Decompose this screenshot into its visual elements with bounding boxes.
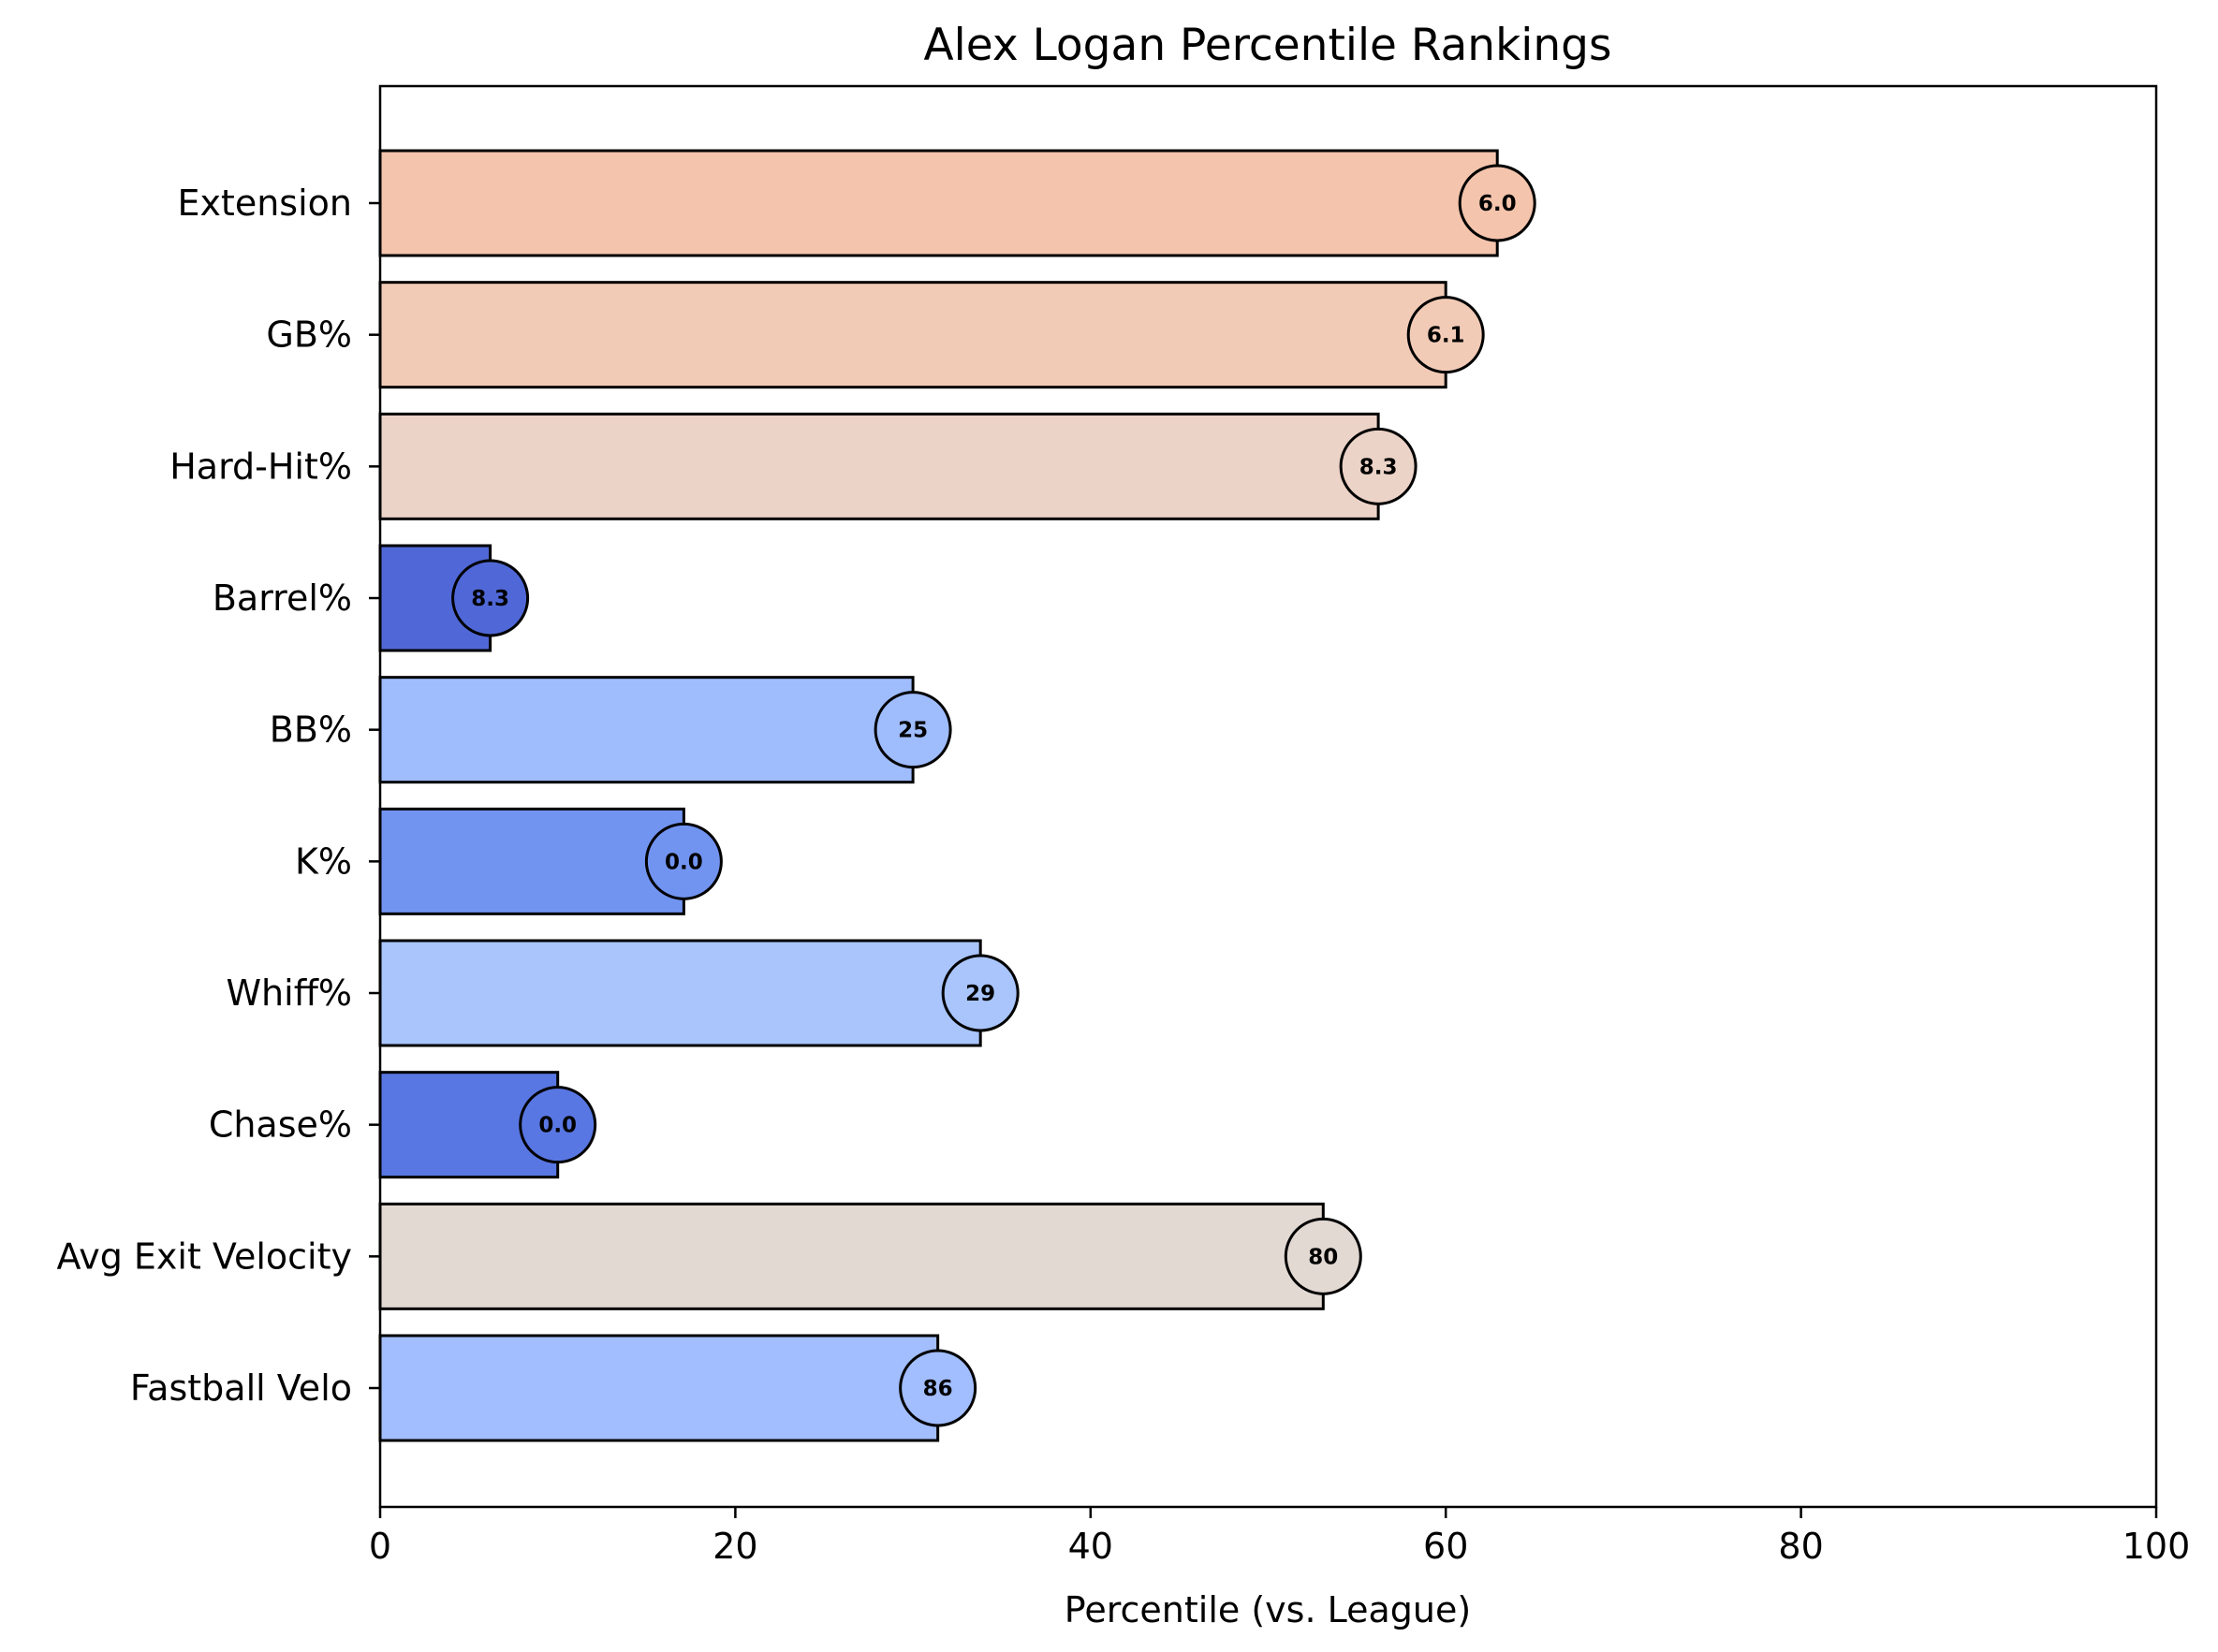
y-tick-label: Chase% <box>209 1104 352 1146</box>
chart-title: Alex Logan Percentile Rankings <box>924 20 1612 71</box>
bars-layer: 6.0 6.1 8.3 8.3 25 0.0 29 0.0 80 86 <box>378 149 1536 1442</box>
y-tick-label: GB% <box>266 314 352 356</box>
value-label: 6.1 <box>1427 324 1465 348</box>
x-tick-label: 60 <box>1423 1526 1468 1567</box>
value-marker-circle <box>1339 427 1417 505</box>
bar-k <box>378 807 685 915</box>
y-tick-label: Extension <box>177 183 352 224</box>
value-marker-circle <box>899 1349 977 1427</box>
y-tick-label: Avg Exit Velocity <box>56 1235 352 1277</box>
y-tick-label: Whiff% <box>226 972 352 1014</box>
value-label: 29 <box>965 982 995 1006</box>
value-marker-circle <box>451 559 530 637</box>
value-marker-circle <box>941 954 1020 1032</box>
bar-whiff <box>378 939 982 1047</box>
value-marker-circle <box>644 822 723 900</box>
value-label: 8.3 <box>471 587 509 611</box>
y-tick-label: Barrel% <box>213 577 352 619</box>
value-marker-circle <box>1406 296 1485 374</box>
x-tick-label: 0 <box>369 1526 391 1567</box>
bar-extension <box>378 149 1499 257</box>
x-tick-label: 20 <box>712 1526 757 1567</box>
plot-frame <box>378 84 2158 1509</box>
bar-bb <box>378 676 915 784</box>
value-label: 25 <box>898 719 928 743</box>
value-label: 86 <box>923 1377 953 1401</box>
bar-gb <box>378 281 1447 389</box>
value-marker-circle <box>1284 1217 1362 1295</box>
bar-avg-exit-velocity <box>378 1202 1325 1310</box>
value-label: 8.3 <box>1359 455 1398 479</box>
value-marker-circle <box>874 691 952 769</box>
value-label: 0.0 <box>538 1114 577 1138</box>
value-label: 6.0 <box>1478 192 1517 216</box>
y-tick-label: Hard-Hit% <box>169 446 352 487</box>
x-tick-label: 40 <box>1068 1526 1113 1567</box>
x-tick-label: 80 <box>1778 1526 1823 1567</box>
value-marker-circle <box>519 1086 597 1164</box>
y-tick-label: K% <box>295 841 352 882</box>
value-label: 0.0 <box>665 850 703 874</box>
bar-hard-hit <box>378 412 1380 520</box>
y-tick-label: BB% <box>270 709 352 751</box>
axes-layer: Extension GB% Hard-Hit% Barrel% BB% K% Whiff% C… <box>56 84 2191 1567</box>
bar-fastball-velo <box>378 1334 940 1442</box>
y-tick-label: Fastball Velo <box>130 1367 352 1409</box>
x-tick-label: 100 <box>2123 1526 2191 1567</box>
value-label: 80 <box>1308 1245 1338 1269</box>
x-axis-label: Percentile (vs. League) <box>1065 1589 1471 1630</box>
value-marker-circle <box>1458 164 1536 242</box>
